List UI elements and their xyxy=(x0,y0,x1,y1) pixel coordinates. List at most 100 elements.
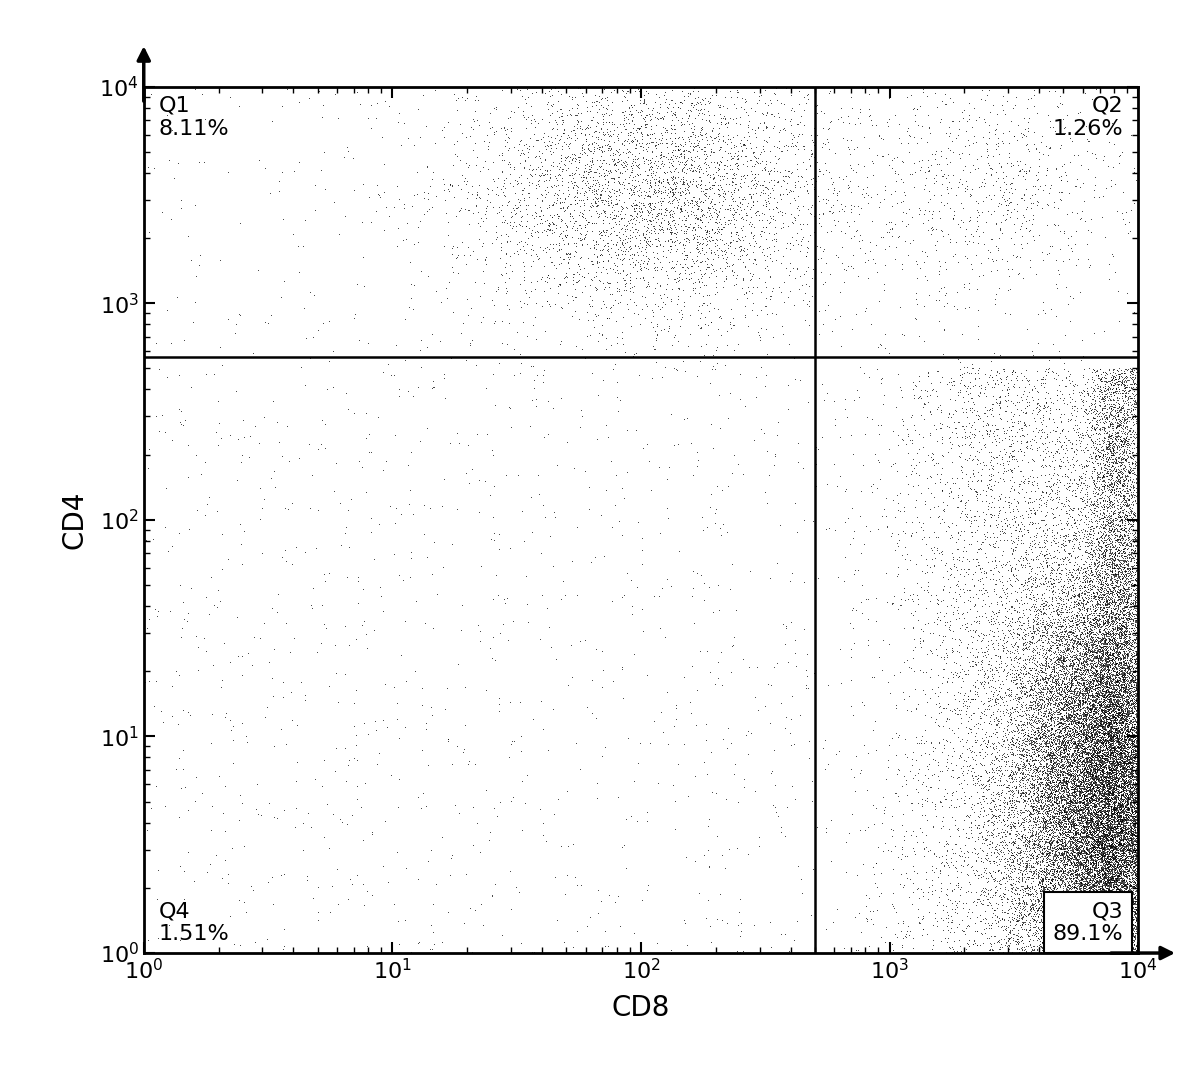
Point xyxy=(1082,809,1101,826)
Point xyxy=(1129,700,1148,717)
Point xyxy=(1129,617,1148,635)
Point xyxy=(1048,857,1067,874)
Point xyxy=(1048,678,1067,695)
Point xyxy=(1085,743,1105,760)
Point xyxy=(1129,913,1148,930)
Point xyxy=(1129,533,1148,550)
Point xyxy=(1089,925,1108,942)
Point xyxy=(1108,400,1127,417)
Point xyxy=(1111,944,1130,962)
Point xyxy=(1033,658,1052,676)
Point xyxy=(1077,794,1096,811)
Point xyxy=(1129,713,1148,730)
Point xyxy=(1114,624,1133,641)
Point xyxy=(1082,774,1101,792)
Point xyxy=(1061,780,1081,797)
Point xyxy=(1097,915,1117,932)
Point xyxy=(1051,924,1070,941)
Point xyxy=(1073,944,1093,962)
Point xyxy=(1082,603,1101,621)
Point xyxy=(1097,846,1117,863)
Point xyxy=(1057,749,1076,767)
Point xyxy=(1030,627,1049,644)
Point xyxy=(1091,927,1111,944)
Point xyxy=(1129,944,1148,962)
Point xyxy=(1112,694,1131,712)
Point xyxy=(1114,731,1133,748)
Point xyxy=(1088,811,1107,828)
Point xyxy=(1021,807,1040,824)
Point xyxy=(926,847,945,864)
Point xyxy=(1129,756,1148,773)
Point xyxy=(1097,825,1117,843)
Point xyxy=(540,216,559,233)
Point xyxy=(1019,812,1039,830)
Point xyxy=(1108,848,1127,865)
Point xyxy=(1078,728,1097,745)
Point xyxy=(1043,912,1063,929)
Point xyxy=(1109,485,1129,503)
Point xyxy=(1129,944,1148,962)
Point xyxy=(1103,841,1123,859)
Point xyxy=(1126,944,1145,962)
Point xyxy=(1115,900,1135,917)
Point xyxy=(1129,617,1148,635)
Point xyxy=(1102,511,1121,529)
Point xyxy=(1102,684,1121,702)
Point xyxy=(984,706,1003,723)
Point xyxy=(1045,198,1064,216)
Point xyxy=(1107,856,1126,873)
Point xyxy=(1125,841,1144,859)
Point xyxy=(1109,710,1129,728)
Point xyxy=(1129,712,1148,729)
Point xyxy=(1090,813,1109,831)
Point xyxy=(1078,861,1097,878)
Point xyxy=(1089,797,1108,814)
Point xyxy=(1087,857,1106,874)
Point xyxy=(1129,931,1148,949)
Point xyxy=(1023,826,1042,844)
Point xyxy=(1072,824,1091,841)
Point xyxy=(1082,941,1101,958)
Point xyxy=(1119,820,1138,837)
Point xyxy=(1097,680,1117,697)
Point xyxy=(1126,379,1145,396)
Point xyxy=(1129,887,1148,904)
Point xyxy=(1101,773,1120,791)
Point xyxy=(1096,755,1115,772)
Point xyxy=(1124,882,1143,899)
Point xyxy=(1072,771,1091,788)
Point xyxy=(595,278,615,296)
Point xyxy=(1125,303,1144,321)
Point xyxy=(1052,896,1071,913)
Point xyxy=(1030,446,1049,464)
Point xyxy=(1094,824,1113,841)
Point xyxy=(975,731,994,748)
Point xyxy=(1028,440,1047,457)
Point xyxy=(1101,534,1120,551)
Point xyxy=(939,418,958,435)
Point xyxy=(1065,643,1084,661)
Point xyxy=(1129,762,1148,780)
Point xyxy=(1023,735,1042,753)
Point xyxy=(1129,768,1148,785)
Point xyxy=(1102,873,1121,890)
Point xyxy=(1099,925,1118,942)
Point xyxy=(1121,936,1140,953)
Point xyxy=(1076,649,1095,666)
Point xyxy=(1129,817,1148,834)
Point xyxy=(1129,839,1148,857)
Point xyxy=(1096,681,1115,699)
Point xyxy=(1114,786,1133,804)
Point xyxy=(1079,572,1099,589)
Point xyxy=(633,126,652,143)
Point xyxy=(1089,752,1108,769)
Point xyxy=(1082,682,1101,700)
Point xyxy=(1049,944,1069,962)
Point xyxy=(1096,668,1115,686)
Point xyxy=(1120,819,1139,836)
Point xyxy=(1053,903,1072,921)
Point xyxy=(1129,755,1148,772)
Point xyxy=(518,596,537,613)
Point xyxy=(988,913,1008,930)
